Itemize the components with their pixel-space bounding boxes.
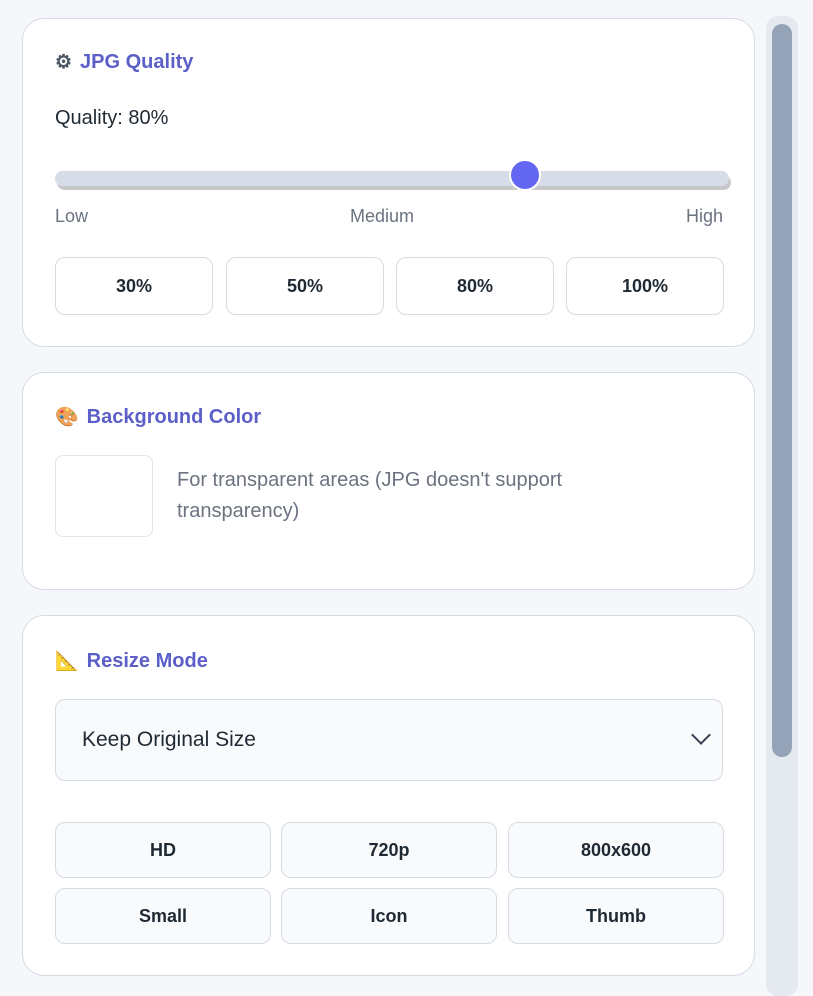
- quality-slider-thumb[interactable]: [509, 159, 541, 191]
- preset-800x600-button[interactable]: 800x600: [508, 822, 724, 878]
- gear-icon: ⚙: [55, 52, 73, 73]
- section-title: 📐 Resize Mode: [55, 649, 208, 673]
- color-picker[interactable]: [55, 455, 153, 537]
- section-title: 🎨 Background Color: [55, 405, 261, 429]
- preset-thumb-button[interactable]: Thumb: [508, 888, 724, 944]
- background-color-card: 🎨 Background Color For transparent areas …: [22, 372, 755, 590]
- quality-label: Quality: 80%: [55, 107, 169, 129]
- title-text: Background Color: [86, 405, 262, 428]
- preset-hd-button[interactable]: HD: [55, 822, 271, 878]
- resize-mode-card: 📐 Resize Mode Keep Original Size HD 720p …: [22, 615, 755, 976]
- preset-small-button[interactable]: Small: [55, 888, 271, 944]
- jpg-quality-card: ⚙ JPG Quality Quality: 80% Low Medium Hig…: [22, 18, 755, 347]
- chevron-down-icon: [691, 725, 711, 745]
- preset-80-button[interactable]: 80%: [396, 257, 554, 315]
- preset-100-button[interactable]: 100%: [566, 257, 724, 315]
- triangular-ruler-icon: 📐: [55, 651, 79, 672]
- section-title: ⚙ JPG Quality: [55, 51, 193, 74]
- palette-icon: 🎨: [55, 407, 79, 428]
- preset-50-button[interactable]: 50%: [226, 257, 384, 315]
- preset-720p-button[interactable]: 720p: [281, 822, 497, 878]
- title-text: JPG Quality: [80, 51, 194, 73]
- quality-slider[interactable]: [55, 171, 729, 186]
- preset-icon-button[interactable]: Icon: [281, 888, 497, 944]
- tick-medium: Medium: [350, 206, 415, 226]
- scrollbar-thumb[interactable]: [772, 24, 792, 757]
- title-text: Resize Mode: [86, 649, 208, 672]
- preset-30-button[interactable]: 30%: [55, 257, 213, 315]
- tick-high: High: [685, 206, 723, 226]
- tick-low: Low: [55, 206, 89, 226]
- color-hint: For transparent areas (JPG doesn't suppo…: [177, 469, 563, 522]
- resize-mode-select[interactable]: Keep Original Size: [55, 699, 723, 781]
- selected-value: Keep Original Size: [82, 728, 256, 751]
